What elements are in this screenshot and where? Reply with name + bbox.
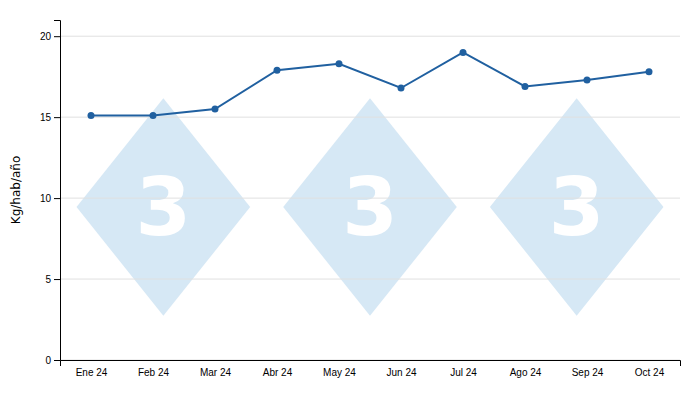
- point: [88, 112, 95, 119]
- y-axis-title: Kg/hab/año: [9, 156, 23, 224]
- y-tick: 0: [45, 355, 60, 366]
- point: [646, 68, 653, 75]
- watermark-text: 3: [549, 161, 605, 254]
- y-tick-label: 15: [40, 112, 52, 123]
- watermark-diamond: [283, 98, 457, 316]
- x-tick: Mar 24: [200, 367, 232, 378]
- grid-line: [60, 198, 680, 199]
- x-tick-label: Sep 24: [572, 367, 604, 378]
- grid-line: [60, 36, 680, 37]
- point: [584, 76, 591, 83]
- x-axis: Ene 24 Feb 24 Mar 24 Abr 24 May 24 Jun 24 Jul …: [61, 361, 681, 379]
- y-tick: 10: [40, 193, 60, 204]
- watermark-text: 3: [342, 161, 398, 254]
- x-tick: Ene 24: [76, 367, 108, 378]
- y-tick-mark: [54, 279, 60, 280]
- watermarks: 3 3 3: [77, 98, 664, 316]
- point: [460, 49, 467, 56]
- watermark-diamond: [77, 98, 251, 316]
- x-tick-label: Ene 24: [76, 367, 108, 378]
- x-tick-label: May 24: [323, 367, 356, 378]
- y-tick: 20: [40, 31, 60, 42]
- x-tick: May 24: [323, 367, 356, 378]
- x-axis-line: [61, 361, 681, 367]
- y-axis-line: [54, 21, 61, 361]
- point: [336, 60, 343, 67]
- x-tick: Oct 24: [635, 367, 665, 378]
- point: [522, 83, 529, 90]
- point: [212, 106, 219, 113]
- x-tick: Jun 24: [386, 367, 416, 378]
- x-tick: Abr 24: [263, 367, 293, 378]
- point: [274, 67, 281, 74]
- x-tick-label: Feb 24: [138, 367, 170, 378]
- line: [91, 52, 649, 115]
- grid: [60, 36, 680, 360]
- y-axis: 0 5 10 15 20: [40, 21, 61, 366]
- watermark-text: 3: [135, 161, 191, 254]
- y-tick: 5: [45, 274, 60, 285]
- marks: [88, 49, 653, 119]
- x-tick-label: Ago 24: [510, 367, 542, 378]
- chart: 3 3 3 0 5 10 15 20 Ene 24 Feb 24 Mar 24 Abr 24 May 2…: [0, 0, 700, 400]
- y-tick-mark: [54, 198, 60, 199]
- y-tick-label: 10: [40, 193, 52, 204]
- point: [398, 85, 405, 92]
- y-tick-mark: [54, 117, 60, 118]
- plot: 3 3 3 0 5 10 15 20 Ene 24 Feb 24 Mar 24 Abr 24 May 2…: [40, 21, 681, 379]
- grid-line: [60, 279, 680, 280]
- x-tick-label: Jul 24: [450, 367, 477, 378]
- x-tick: Feb 24: [138, 367, 170, 378]
- x-tick: Ago 24: [510, 367, 542, 378]
- y-tick-label: 20: [40, 31, 52, 42]
- y-tick: 15: [40, 112, 60, 123]
- x-tick: Jul 24: [450, 367, 477, 378]
- x-tick: Sep 24: [572, 367, 604, 378]
- y-tick-label: 5: [45, 274, 51, 285]
- x-tick-label: Oct 24: [635, 367, 665, 378]
- y-tick-mark: [54, 36, 60, 37]
- point: [150, 112, 157, 119]
- watermark-diamond: [490, 98, 664, 316]
- y-tick-mark: [54, 360, 60, 361]
- x-tick-label: Jun 24: [386, 367, 416, 378]
- y-tick-label: 0: [45, 355, 51, 366]
- x-tick-label: Mar 24: [200, 367, 232, 378]
- x-tick-label: Abr 24: [263, 367, 293, 378]
